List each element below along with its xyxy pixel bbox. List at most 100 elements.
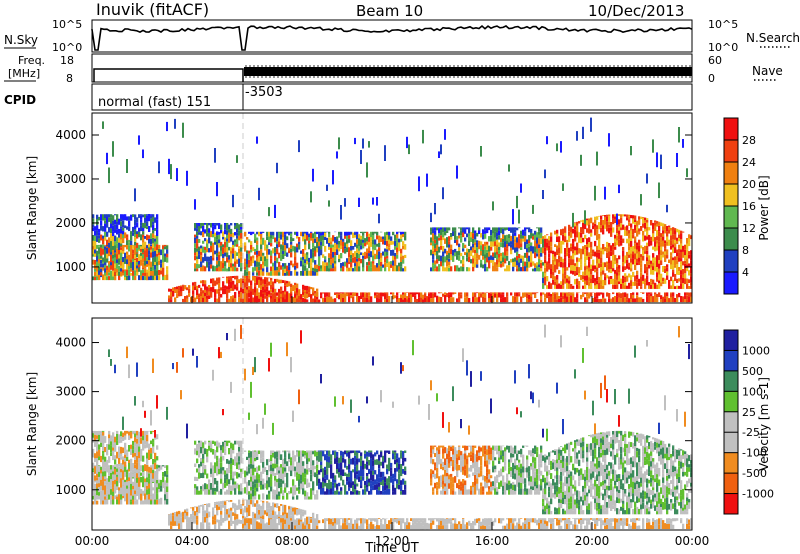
heatmap-cell xyxy=(594,281,597,286)
heatmap-cell xyxy=(208,440,211,443)
heatmap-cell xyxy=(678,285,681,289)
heatmap-cell xyxy=(364,231,367,233)
heatmap-cell xyxy=(384,257,387,263)
heatmap-cell xyxy=(652,222,655,229)
heatmap-cell xyxy=(112,447,115,451)
heatmap-cell xyxy=(100,433,103,437)
heatmap-cell xyxy=(476,242,479,248)
heatmap-cell xyxy=(590,264,593,269)
heatmap-cell xyxy=(130,262,133,269)
heatmap-cell xyxy=(576,247,579,251)
heatmap-cell xyxy=(294,282,297,286)
heatmap-cell xyxy=(150,473,153,479)
heatmap-cell xyxy=(204,516,207,523)
heatmap-cell xyxy=(294,470,297,477)
heatmap-cell xyxy=(622,256,625,263)
heatmap-cell xyxy=(628,243,631,247)
heatmap-cell xyxy=(182,122,184,138)
heatmap-cell xyxy=(178,520,181,524)
heatmap-cell xyxy=(358,238,361,242)
heatmap-cell xyxy=(346,247,349,253)
heatmap-cell xyxy=(200,443,203,447)
heatmap-cell xyxy=(664,298,667,303)
heatmap-cell xyxy=(658,246,661,251)
heatmap-cell xyxy=(266,258,269,264)
heatmap-cell xyxy=(500,242,503,248)
heatmap-cell xyxy=(516,260,519,266)
heatmap-cell xyxy=(686,252,689,259)
heatmap-cell xyxy=(540,227,543,233)
heatmap-cell xyxy=(152,237,155,244)
heatmap-cell xyxy=(228,246,231,251)
heatmap-cell xyxy=(662,223,665,227)
heatmap-cell xyxy=(260,253,263,257)
heatmap-cell xyxy=(622,247,625,251)
heatmap-cell xyxy=(150,492,153,496)
heatmap-cell xyxy=(574,270,577,276)
heatmap-cell xyxy=(608,216,611,222)
heatmap-cell xyxy=(136,450,139,456)
heatmap-cell xyxy=(524,252,527,258)
heatmap-cell xyxy=(586,292,589,294)
heatmap-cell xyxy=(500,261,503,264)
heatmap-cell xyxy=(256,513,259,520)
heatmap-cell xyxy=(574,265,577,271)
heatmap-cell xyxy=(544,263,547,268)
heatmap-cell xyxy=(436,241,439,245)
heatmap-cell xyxy=(434,264,437,269)
heatmap-cell xyxy=(582,271,585,276)
heatmap-cell xyxy=(606,264,609,271)
heatmap-cell xyxy=(270,295,273,299)
heatmap-cell xyxy=(154,462,157,470)
heatmap-cell xyxy=(136,478,139,483)
heatmap-cell xyxy=(282,522,285,530)
heatmap-cell xyxy=(160,259,163,264)
heatmap-cell xyxy=(228,489,231,495)
heatmap-cell xyxy=(108,261,111,265)
heatmap-cell xyxy=(510,292,513,296)
heatmap-cell xyxy=(196,248,199,252)
heatmap-cell xyxy=(314,250,317,257)
heatmap-cell xyxy=(198,250,201,255)
heatmap-cell xyxy=(596,280,599,285)
heatmap-cell xyxy=(240,440,243,443)
heatmap-cell xyxy=(118,249,121,255)
heatmap-cell xyxy=(200,525,203,530)
heatmap-cell xyxy=(166,492,169,499)
heatmap-cell xyxy=(136,234,139,239)
heatmap-cell xyxy=(112,225,115,232)
heatmap-cell xyxy=(464,297,467,303)
heatmap-cell xyxy=(610,263,613,269)
heatmap-cell xyxy=(288,281,291,287)
heatmap-cell xyxy=(150,271,153,276)
heatmap-cell xyxy=(352,268,355,272)
heatmap-cell xyxy=(156,468,159,474)
heatmap-cell xyxy=(166,266,169,270)
heatmap-cell xyxy=(118,476,121,483)
heatmap-cell xyxy=(344,242,347,247)
heatmap-cell xyxy=(202,463,205,467)
heatmap-cell xyxy=(282,495,285,500)
heatmap-cell xyxy=(162,267,165,273)
heatmap-cell xyxy=(440,261,443,267)
heatmap-cell xyxy=(150,223,153,228)
heatmap-cell xyxy=(146,275,149,281)
heatmap-cell xyxy=(660,154,662,169)
heatmap-cell xyxy=(440,229,443,236)
heatmap-cell xyxy=(280,265,283,270)
heatmap-cell xyxy=(620,235,623,241)
heatmap-cell xyxy=(500,252,503,257)
heatmap-cell xyxy=(640,272,643,277)
heatmap-cell xyxy=(222,286,225,289)
heatmap-cell xyxy=(246,488,249,495)
heatmap-cell xyxy=(424,297,427,303)
heatmap-cell xyxy=(522,229,525,236)
heatmap-cell xyxy=(126,474,129,480)
heatmap-cell xyxy=(138,477,141,481)
heatmap-cell xyxy=(110,359,112,366)
heatmap-cell xyxy=(108,469,111,476)
heatmap-cell xyxy=(638,239,641,246)
heatmap-cell xyxy=(576,292,579,294)
heatmap-cell xyxy=(622,297,625,303)
heatmap-cell xyxy=(338,258,341,263)
